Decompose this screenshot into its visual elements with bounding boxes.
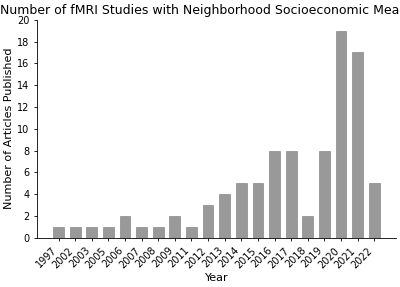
X-axis label: Year: Year [204, 273, 228, 283]
Bar [252, 183, 263, 238]
Bar [236, 183, 247, 238]
Title: Number of fMRI Studies with Neighborhood Socioeconomic Measures: Number of fMRI Studies with Neighborhood… [0, 4, 400, 17]
Bar [302, 216, 313, 238]
Bar [319, 151, 330, 238]
Bar [369, 183, 380, 238]
Bar [120, 216, 130, 238]
Bar [352, 53, 363, 238]
Bar [286, 151, 296, 238]
Bar [170, 216, 180, 238]
Bar [103, 227, 114, 238]
Bar [269, 151, 280, 238]
Bar [136, 227, 147, 238]
Bar [336, 31, 346, 238]
Bar [203, 205, 214, 238]
Bar [186, 227, 197, 238]
Bar [86, 227, 97, 238]
Bar [53, 227, 64, 238]
Y-axis label: Number of Articles Published: Number of Articles Published [4, 48, 14, 210]
Bar [153, 227, 164, 238]
Bar [219, 194, 230, 238]
Bar [70, 227, 81, 238]
